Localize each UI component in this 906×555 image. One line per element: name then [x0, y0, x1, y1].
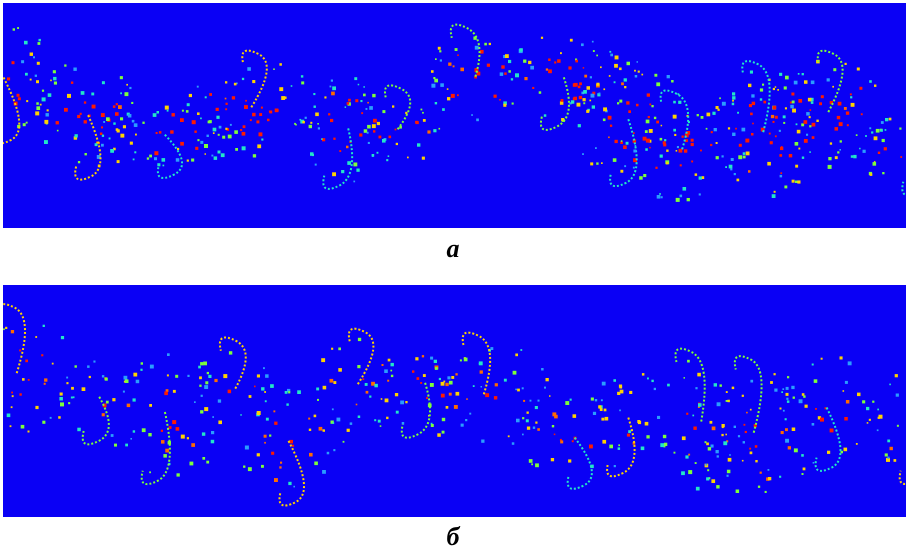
turbulence-field-image-a: [3, 23, 906, 202]
panel-a-caption: а: [446, 234, 460, 263]
turbulence-field-image-b: [3, 303, 906, 507]
turbulence-field-panel-b: [3, 285, 906, 517]
turbulence-field-panel-a: [3, 3, 906, 228]
panel-b-caption: б: [446, 522, 460, 551]
